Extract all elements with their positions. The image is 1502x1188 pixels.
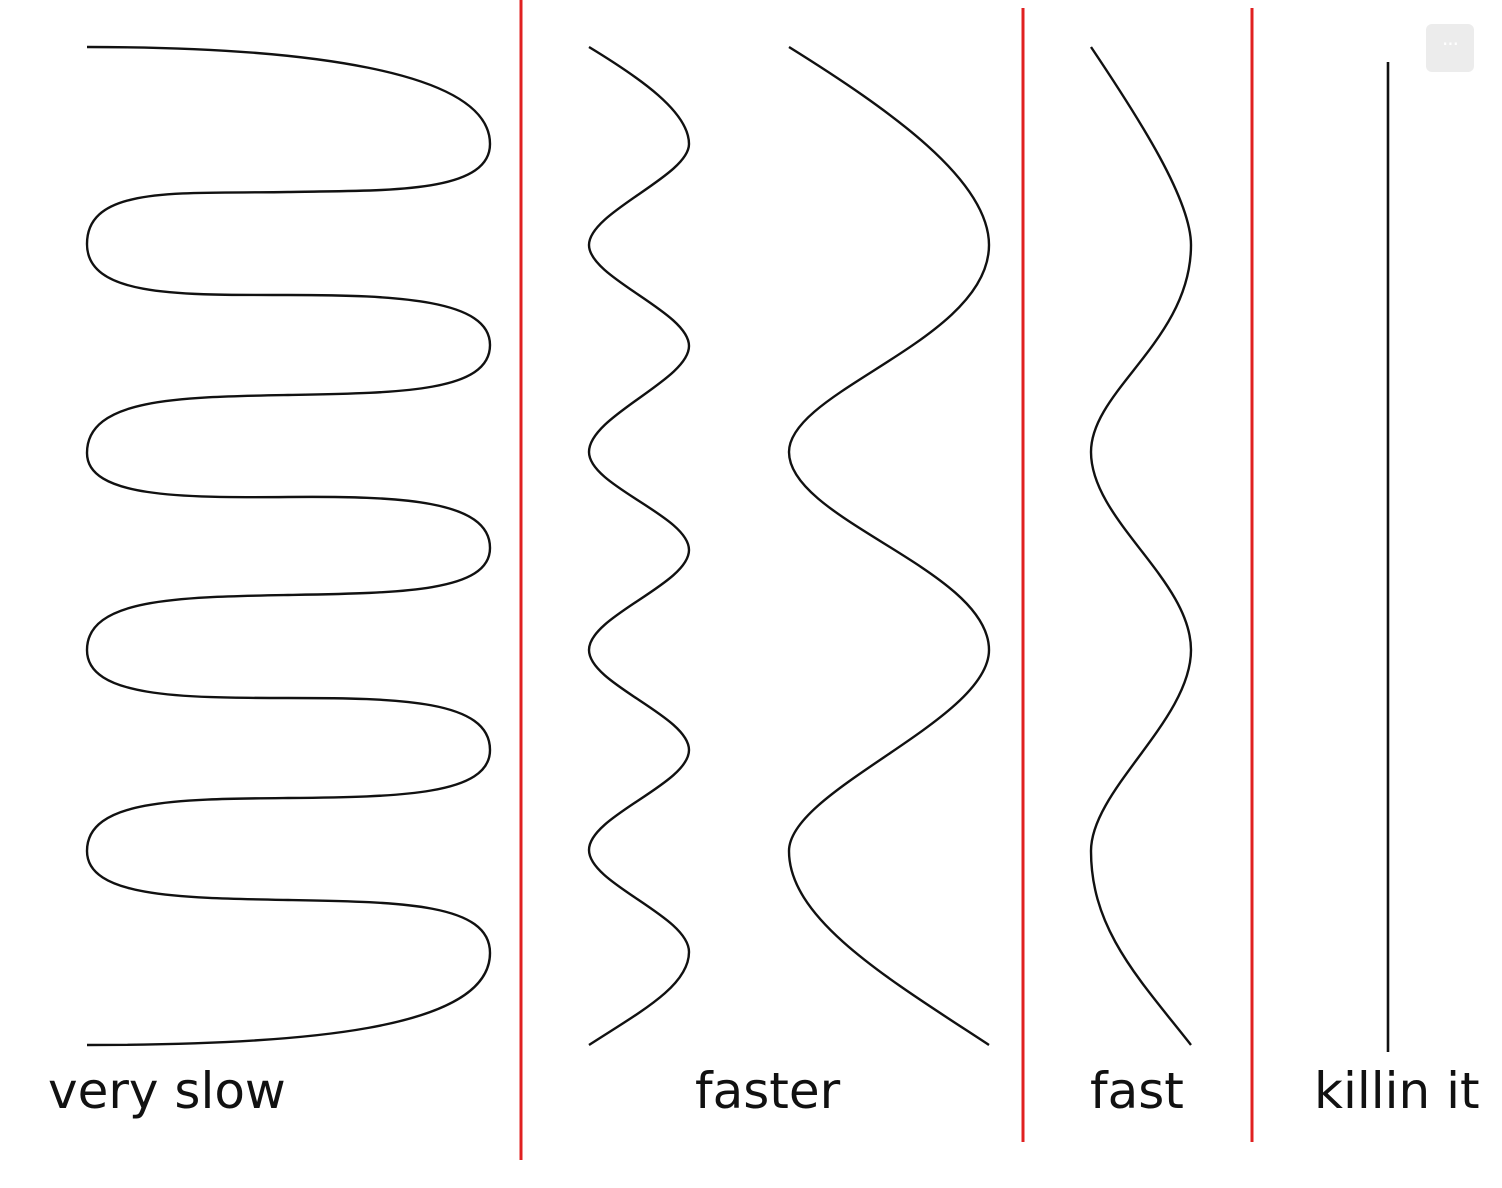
faster-wave-small [587, 45, 691, 1047]
more-options-button[interactable]: ··· [1426, 24, 1474, 72]
label-very-slow: very slow [48, 1062, 286, 1120]
label-killin-it: killin it [1314, 1062, 1480, 1120]
fast-wave [1089, 46, 1193, 1046]
label-fast: fast [1090, 1062, 1184, 1120]
label-faster: faster [695, 1062, 841, 1120]
very-slow-wave [85, 45, 492, 1047]
more-horizontal-icon: ··· [1441, 32, 1459, 56]
faster-wave-large [787, 45, 991, 1047]
